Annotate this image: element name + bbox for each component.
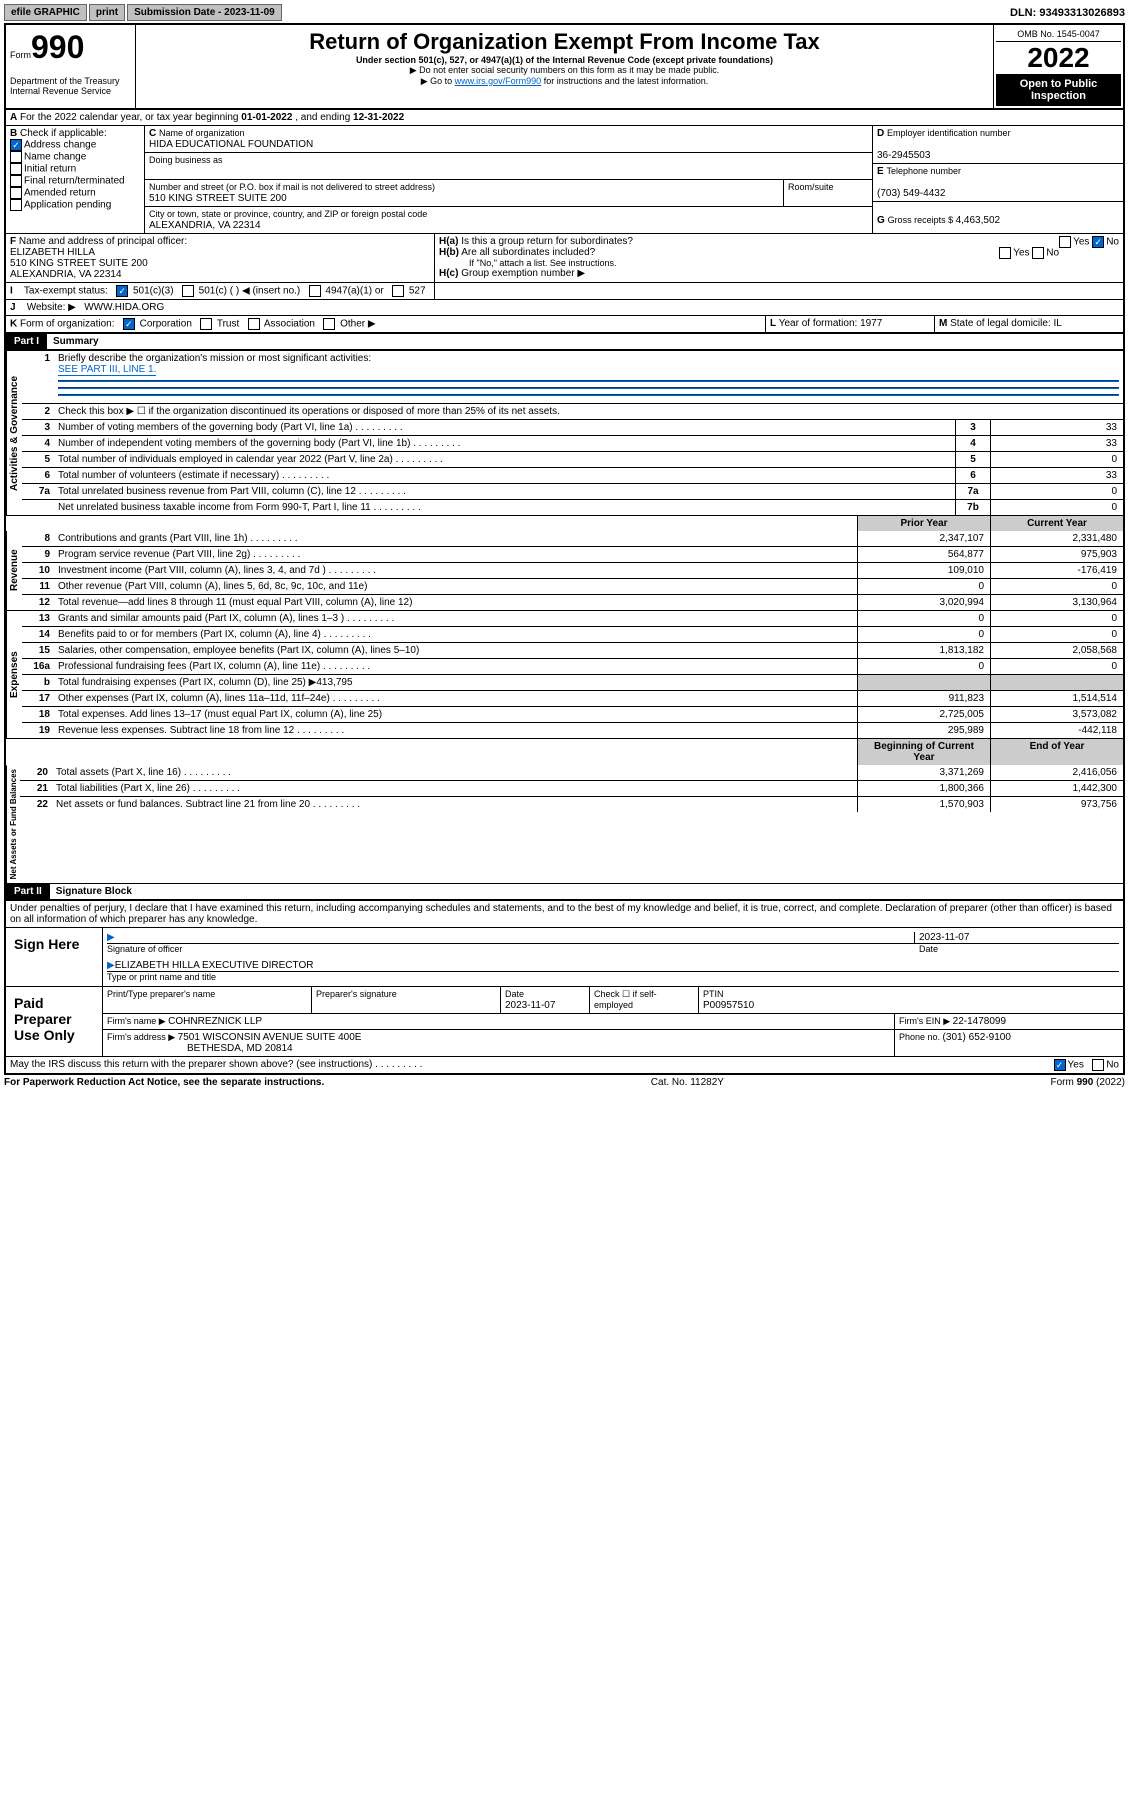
topbar: efile GRAPHIC print Submission Date - 20…	[4, 4, 1125, 21]
line-i: I Tax-exempt status: ✓ 501(c)(3) 501(c) …	[4, 283, 1125, 300]
efile-button[interactable]: efile GRAPHIC	[4, 4, 87, 21]
subtitle-1: Under section 501(c), 527, or 4947(a)(1)…	[140, 55, 989, 65]
firm-name: COHNREZNICK LLP	[168, 1016, 262, 1027]
form-header: Form990 Department of the Treasury Inter…	[4, 23, 1125, 110]
line4-val: 33	[990, 436, 1123, 451]
section-governance: Activities & Governance 1Briefly describ…	[4, 351, 1125, 516]
chk-final[interactable]	[10, 175, 22, 187]
omb-number: OMB No. 1545-0047	[996, 27, 1121, 42]
org-address: 510 KING STREET SUITE 200	[149, 193, 287, 204]
dln: DLN: 93493313026893	[1010, 7, 1125, 19]
dept-label: Department of the Treasury	[10, 76, 131, 86]
subtitle-2: ▶ Do not enter social security numbers o…	[140, 65, 989, 76]
line3-val: 33	[990, 420, 1123, 435]
officer-block: F Name and address of principal officer:…	[4, 234, 1125, 283]
chk-address[interactable]: ✓	[10, 139, 22, 151]
website[interactable]: WWW.HIDA.ORG	[84, 302, 164, 313]
org-name: HIDA EDUCATIONAL FOUNDATION	[149, 139, 313, 150]
declaration: Under penalties of perjury, I declare th…	[6, 901, 1123, 928]
ein: 36-2945503	[877, 150, 930, 161]
line5-val: 0	[990, 452, 1123, 467]
chk-amended[interactable]	[10, 187, 22, 199]
footer: For Paperwork Reduction Act Notice, see …	[4, 1075, 1125, 1090]
part-i-header: Part ISummary	[4, 334, 1125, 351]
chk-pending[interactable]	[10, 199, 22, 211]
chk-initial[interactable]	[10, 163, 22, 175]
ptin: P00957510	[703, 1000, 754, 1011]
submission-date: Submission Date - 2023-11-09	[127, 4, 282, 21]
mission-text: SEE PART III, LINE 1.	[58, 364, 156, 376]
section-revenue: Revenue 8Contributions and grants (Part …	[4, 531, 1125, 611]
entity-block: B Check if applicable: ✓Address change N…	[4, 126, 1125, 234]
firm-phone: (301) 652-9100	[943, 1032, 1011, 1043]
vlabel-governance: Activities & Governance	[6, 351, 22, 515]
irs-link[interactable]: www.irs.gov/Form990	[455, 76, 542, 86]
section-expenses: Expenses 13Grants and similar amounts pa…	[4, 611, 1125, 739]
line7a-val: 0	[990, 484, 1123, 499]
form-title: Return of Organization Exempt From Incom…	[140, 29, 989, 55]
col-headers: b Prior YearCurrent Year	[4, 516, 1125, 531]
vlabel-expenses: Expenses	[6, 611, 22, 738]
tax-year: 2022	[996, 42, 1121, 74]
part-ii-header: Part IISignature Block	[4, 884, 1125, 901]
signature-block: Under penalties of perjury, I declare th…	[4, 901, 1125, 1075]
line7b-val: 0	[990, 500, 1123, 515]
org-city: ALEXANDRIA, VA 22314	[149, 220, 261, 231]
vlabel-netassets: Net Assets or Fund Balances	[6, 765, 20, 883]
irs-label: Internal Revenue Service	[10, 86, 131, 96]
gross-receipts: 4,463,502	[956, 215, 1001, 226]
vlabel-revenue: Revenue	[6, 531, 22, 610]
year-formed: 1977	[860, 318, 882, 329]
officer-sig-name: ELIZABETH HILLA EXECUTIVE DIRECTOR	[115, 960, 314, 971]
line6-val: 33	[990, 468, 1123, 483]
officer-name: ELIZABETH HILLA	[10, 247, 95, 258]
section-netassets: Net Assets or Fund Balances 20Total asse…	[4, 765, 1125, 884]
line-a: A For the 2022 calendar year, or tax yea…	[4, 110, 1125, 126]
firm-ein: 22-1478099	[953, 1016, 1006, 1027]
public-inspection: Open to Public Inspection	[996, 74, 1121, 106]
col-headers-2: b Beginning of Current YearEnd of Year	[4, 739, 1125, 765]
form-label: Form	[10, 50, 31, 60]
line-j: J Website: ▶ WWW.HIDA.ORG	[4, 300, 1125, 316]
line-k: K Form of organization: ✓ Corporation Tr…	[4, 316, 1125, 334]
subtitle-3: ▶ Go to www.irs.gov/Form990 for instruct…	[140, 76, 989, 87]
state-domicile: IL	[1054, 318, 1062, 329]
telephone: (703) 549-4432	[877, 188, 945, 199]
chk-name[interactable]	[10, 151, 22, 163]
print-button[interactable]: print	[89, 4, 125, 21]
chk-501c3[interactable]: ✓	[116, 285, 128, 297]
form-number: 990	[31, 29, 84, 65]
